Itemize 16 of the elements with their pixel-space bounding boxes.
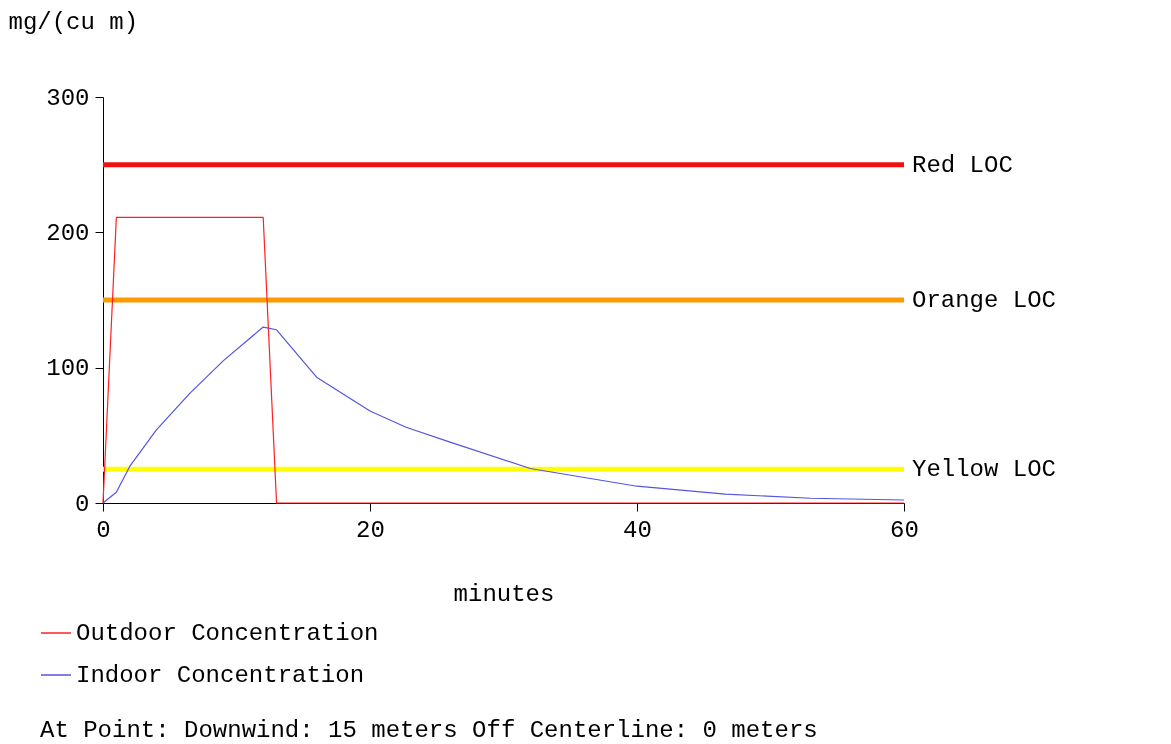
y-tick-label: 0: [75, 490, 90, 518]
text: At Point: Downwind: 15 meters Off Centerline: 0 meters: [40, 717, 818, 744]
ref-line-label: Red LOC: [912, 151, 1013, 179]
ref-line-label: Yellow LOC: [912, 456, 1057, 484]
legend-label: Indoor Concentration: [76, 662, 365, 689]
y-tick-label: 300: [46, 84, 90, 112]
x-tick-label: 20: [356, 516, 385, 544]
x-axis-title: minutes: [453, 580, 555, 608]
y-tick-label: 200: [46, 219, 90, 247]
legend-label: Outdoor Concentration: [76, 620, 379, 647]
x-tick-label: 40: [623, 516, 652, 544]
x-tick-label: 60: [890, 516, 919, 544]
y-axis-title: mg/(cu m): [8, 8, 139, 36]
y-tick-label: 100: [46, 355, 90, 383]
ref-line-label: Orange LOC: [912, 287, 1057, 314]
x-tick-label: 0: [96, 516, 111, 544]
